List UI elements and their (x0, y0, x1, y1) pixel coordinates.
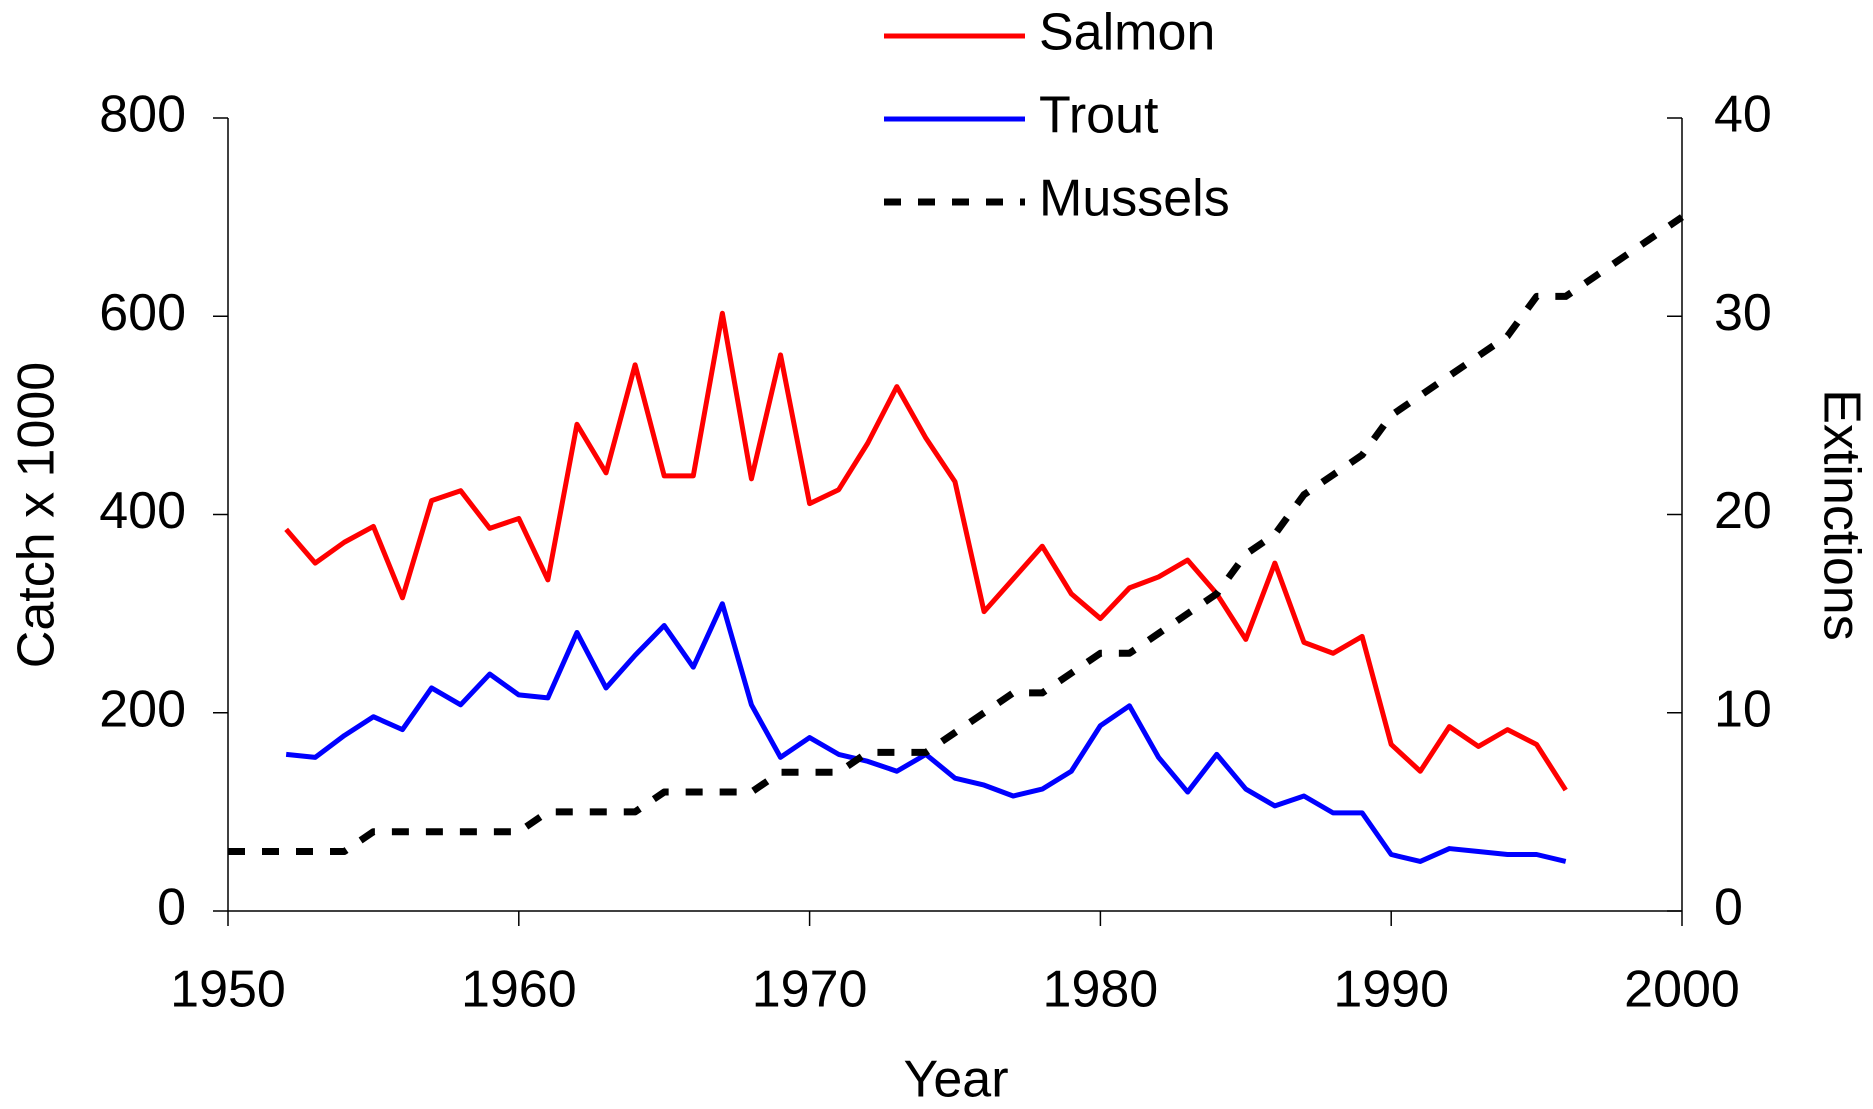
y2-tick-label: 0 (1714, 879, 1743, 937)
y2-axis-label: Extinctions (1812, 389, 1870, 640)
y-tick-label: 800 (99, 86, 186, 144)
x-tick-label: 1970 (752, 961, 868, 1019)
x-tick-label: 1990 (1333, 961, 1449, 1019)
y2-tick-label: 40 (1714, 86, 1772, 144)
y-tick-label: 0 (157, 879, 186, 937)
series-line (285, 601, 1567, 864)
legend-label: Salmon (1039, 4, 1215, 62)
y2-tick-label: 30 (1714, 284, 1772, 342)
y-axis-label: Catch x 1000 (8, 362, 66, 668)
y2-tick-label: 20 (1714, 482, 1772, 540)
legend-label: Mussels (1039, 170, 1230, 228)
series-line (284, 310, 1568, 792)
y-tick-label: 600 (99, 284, 186, 342)
x-tick-label: 2000 (1624, 961, 1740, 1019)
x-axis-label: Year (903, 1051, 1008, 1109)
y-tick-label: 200 (99, 680, 186, 738)
series-line (228, 214, 1684, 856)
y2-tick-label: 10 (1714, 680, 1772, 738)
x-tick-label: 1960 (461, 961, 577, 1019)
y-tick-label: 400 (99, 482, 186, 540)
x-tick-label: 1980 (1043, 961, 1159, 1019)
legend-label: Trout (1039, 87, 1159, 145)
x-tick-label: 1950 (170, 961, 286, 1019)
